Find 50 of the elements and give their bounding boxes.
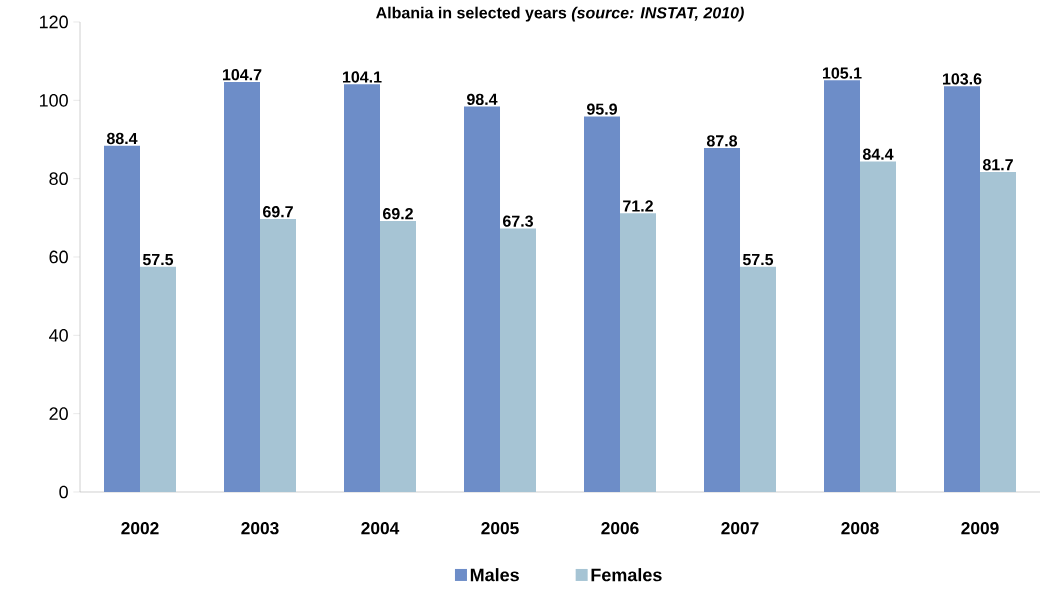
y-tick-label: 20 bbox=[49, 407, 68, 421]
data-label: 104.7 bbox=[222, 69, 262, 81]
data-label: 57.5 bbox=[142, 254, 174, 266]
data-label: 105.1 bbox=[822, 67, 862, 79]
y-tick-label: 100 bbox=[39, 93, 68, 107]
data-label: 88.4 bbox=[106, 132, 138, 145]
bar bbox=[344, 84, 380, 492]
x-tick-label: 2003 bbox=[241, 522, 279, 535]
data-label: 98.4 bbox=[467, 93, 498, 105]
bar bbox=[860, 161, 897, 492]
bar bbox=[944, 86, 981, 492]
data-label: 103.6 bbox=[942, 73, 982, 85]
data-label: 104.1 bbox=[342, 71, 382, 83]
data-label: 81.7 bbox=[982, 159, 1013, 171]
y-tick-label: 0 bbox=[59, 485, 68, 499]
x-tick-label: 2004 bbox=[361, 522, 400, 535]
legend-label: Males bbox=[470, 568, 519, 582]
x-tick-label: 2009 bbox=[961, 522, 999, 535]
x-tick-label: 2006 bbox=[601, 522, 639, 535]
bar bbox=[740, 266, 776, 492]
x-tick-label: 2008 bbox=[841, 522, 879, 535]
bar bbox=[140, 266, 176, 492]
data-label: 87.8 bbox=[706, 135, 738, 147]
data-label: 95.9 bbox=[587, 103, 617, 115]
bar bbox=[224, 81, 260, 492]
bar bbox=[260, 219, 296, 492]
y-tick-label: 60 bbox=[49, 250, 68, 264]
bar bbox=[980, 172, 1017, 492]
data-label: 69.2 bbox=[383, 208, 413, 220]
bar bbox=[464, 106, 500, 492]
bar bbox=[500, 228, 536, 492]
chart-title: Albania in selected years (source: INSTAT, 2010) bbox=[376, 6, 744, 22]
x-tick-label: 2002 bbox=[121, 522, 159, 535]
data-label: 67.3 bbox=[503, 215, 533, 227]
y-tick-label: 40 bbox=[49, 328, 68, 342]
y-tick-label: 80 bbox=[49, 172, 68, 186]
data-label: 71.2 bbox=[623, 200, 653, 212]
bar bbox=[704, 148, 740, 492]
data-label: 84.4 bbox=[862, 148, 894, 160]
data-label: 57.5 bbox=[742, 254, 774, 266]
x-tick-label: 2007 bbox=[721, 522, 759, 535]
bar bbox=[620, 213, 656, 492]
bar bbox=[380, 220, 416, 492]
legend-label: Females bbox=[591, 568, 662, 582]
bar bbox=[104, 145, 140, 492]
bar bbox=[824, 80, 861, 492]
x-tick-label: 2005 bbox=[481, 522, 519, 535]
y-tick-label: 120 bbox=[39, 15, 68, 29]
bar bbox=[584, 116, 620, 492]
data-label: 69.7 bbox=[263, 206, 293, 218]
